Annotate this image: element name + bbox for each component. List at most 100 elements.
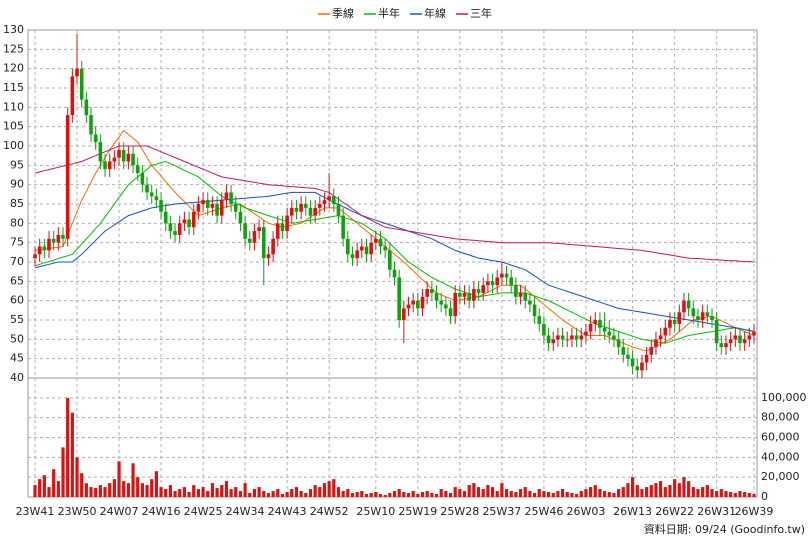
candle-body [640, 362, 644, 371]
candle-body [593, 320, 598, 324]
candle-body [411, 300, 415, 305]
volume-bar [187, 492, 191, 497]
volume-bar [159, 487, 163, 497]
volume-bar [430, 493, 434, 497]
volume-bar [215, 488, 219, 497]
volume-bar [210, 483, 215, 497]
volume-bar [164, 489, 168, 497]
x-tick-label: 24W43 [268, 505, 307, 518]
volume-bar [154, 471, 158, 497]
volume-bar [733, 493, 737, 497]
candle-body [285, 215, 289, 232]
candle-body [644, 354, 649, 363]
volume-bar [617, 489, 621, 497]
candle-body [700, 312, 705, 320]
candle-body [33, 254, 37, 259]
candle-body [518, 292, 523, 297]
candle-body [514, 285, 518, 297]
candle-body [238, 211, 243, 224]
volume-bar [276, 489, 280, 497]
candle-body [556, 335, 560, 340]
candle-body [303, 204, 308, 208]
candle-body [672, 320, 677, 324]
y2-tick-label: 0 [761, 490, 768, 503]
y-tick-label: 65 [10, 274, 24, 287]
volume-bar [313, 485, 317, 497]
y-tick-label: 85 [10, 197, 24, 210]
ma-line [34, 145, 755, 263]
volume-bar [42, 475, 46, 497]
volume-bar [70, 412, 74, 497]
volume-bar [38, 479, 42, 497]
volume-bar [299, 491, 303, 497]
candle-body [355, 250, 359, 259]
y-tick-label: 130 [3, 23, 24, 36]
volume-bar [378, 494, 383, 497]
candle-body [93, 134, 98, 143]
volume-bar [341, 491, 345, 497]
volume-bar [402, 492, 406, 497]
volume-bar [504, 489, 509, 497]
volume-bar [705, 485, 709, 497]
candle-body [308, 207, 313, 216]
candle-body [663, 327, 668, 336]
volume-bar [262, 491, 266, 497]
volume-bar [201, 487, 205, 497]
volume-bar [434, 494, 439, 497]
volume-bar [364, 494, 369, 497]
candle-body [163, 211, 168, 224]
volume-bar [696, 489, 700, 497]
candle-body [462, 292, 467, 297]
volume-bar [322, 483, 327, 497]
volume-bar [388, 493, 392, 497]
candle-body [187, 219, 191, 228]
volume-bar [588, 487, 593, 497]
volume-bar [467, 485, 471, 497]
volume-bar [80, 473, 84, 497]
candle-body [350, 254, 355, 259]
volume-bar [490, 487, 495, 497]
candle-body [205, 200, 210, 208]
x-tick-label: 24W07 [100, 505, 139, 518]
x-tick-label: 26W39 [735, 505, 774, 518]
candle-body [229, 192, 233, 204]
volume-bar [61, 447, 65, 497]
volume-bar [56, 481, 60, 497]
volume-bar [98, 485, 102, 497]
volume-bar [47, 487, 51, 497]
volume-bar [444, 491, 448, 497]
volume-bar [103, 487, 107, 497]
volume-bar [332, 479, 336, 497]
volume-bar [397, 489, 401, 497]
volume-bar [416, 494, 420, 497]
candle-body [201, 200, 205, 204]
candle-body [173, 231, 177, 235]
candle-body [523, 292, 528, 301]
ma-line [34, 129, 755, 352]
volume-bar [743, 492, 747, 497]
volume-bar [687, 481, 691, 497]
volume-bar [243, 483, 247, 497]
volume-bar [551, 493, 555, 497]
candle-body [327, 196, 331, 201]
volume-bar [659, 481, 663, 497]
volume-bar [542, 491, 546, 497]
volume-bar [266, 493, 271, 497]
candle-body [247, 238, 252, 243]
candle-body [317, 204, 322, 208]
candle-body [668, 320, 672, 328]
volume-bar [136, 477, 140, 497]
x-tick-label: 24W52 [310, 505, 349, 518]
volume-bar [602, 491, 607, 497]
volume-bar [290, 489, 294, 497]
x-tick-label: 23W50 [58, 505, 97, 518]
x-tick-label: 25W46 [524, 505, 563, 518]
candle-body [299, 204, 303, 212]
volume-bar [677, 483, 681, 497]
y-tick-label: 125 [3, 42, 24, 55]
candle-body [532, 304, 537, 317]
volume-bar [425, 491, 429, 497]
volume-bar [327, 481, 331, 497]
candle-body [294, 207, 299, 212]
candle-body [551, 339, 556, 344]
